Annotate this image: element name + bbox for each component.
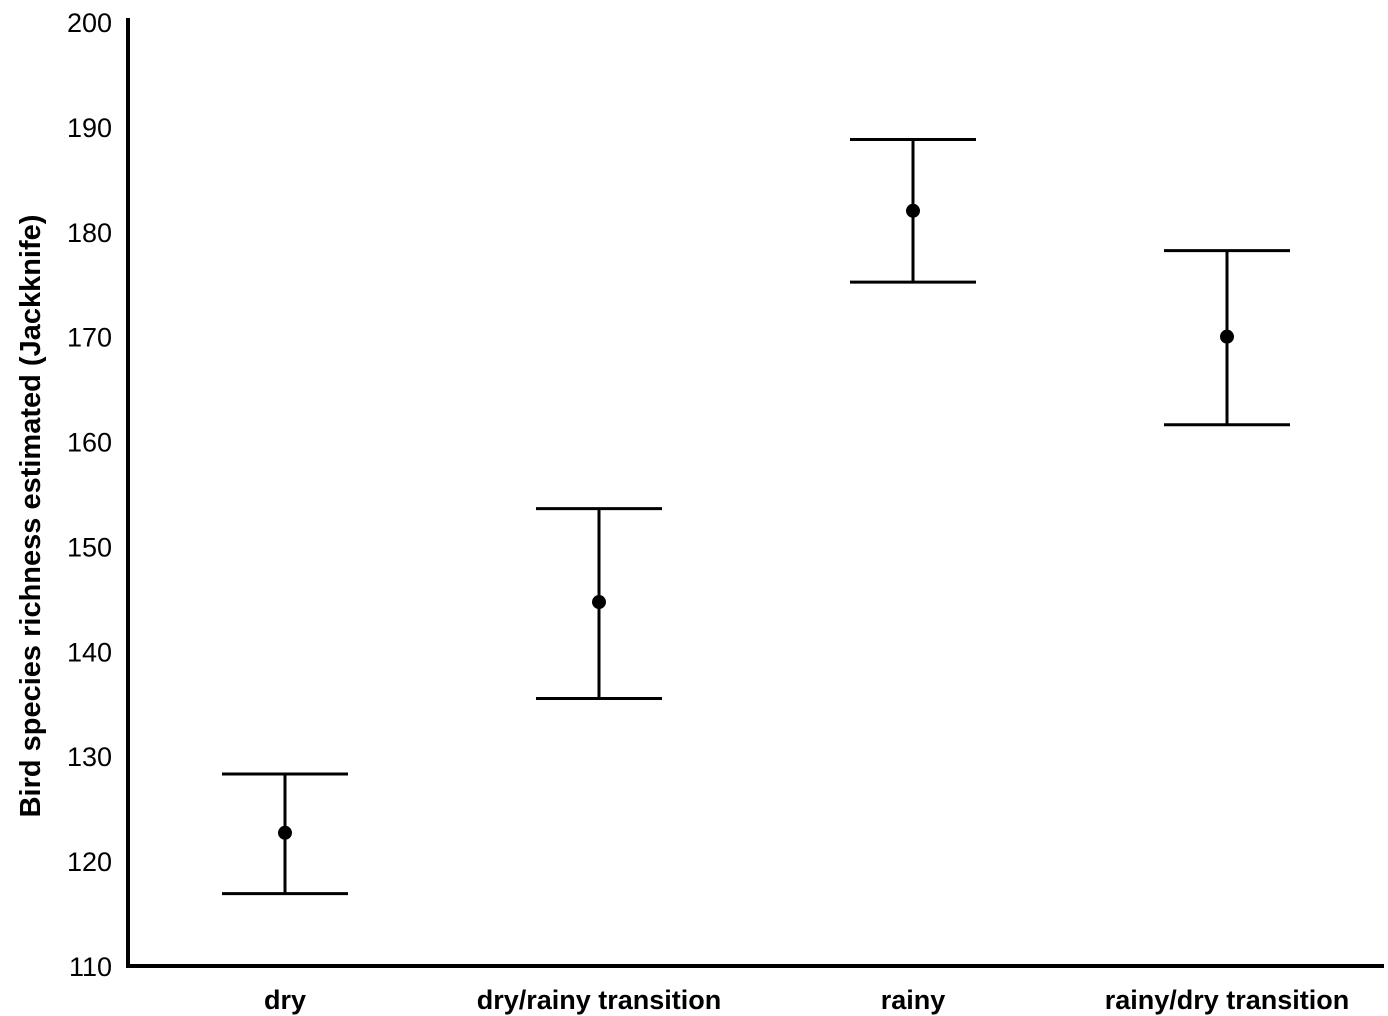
data-point — [906, 203, 920, 218]
x-axis-labels: dry dry/rainy transition rainy rainy/dry tr… — [264, 985, 1349, 1015]
data-point — [278, 825, 292, 840]
y-tick-label: 120 — [67, 847, 112, 877]
y-tick-label: 180 — [67, 218, 112, 248]
data-point — [592, 595, 606, 610]
y-axis-ticks: 110 120 130 140 150 160 170 180 190 200 — [67, 8, 112, 982]
y-tick-label: 160 — [67, 428, 112, 458]
y-tick-label: 110 — [69, 952, 112, 982]
data-point — [1220, 329, 1234, 344]
x-category-label: rainy/dry transition — [1105, 985, 1350, 1015]
x-category-label: dry — [264, 985, 306, 1015]
y-tick-label: 130 — [67, 742, 112, 772]
x-category-label: dry/rainy transition — [477, 985, 722, 1015]
x-category-label: rainy — [881, 985, 946, 1015]
y-tick-label: 190 — [67, 113, 112, 143]
y-tick-label: 140 — [67, 637, 112, 667]
y-tick-label: 150 — [67, 532, 112, 562]
y-tick-label: 170 — [67, 323, 112, 353]
y-axis-title: Bird species richness estimated (Jackkni… — [15, 215, 47, 818]
data-marks — [222, 137, 1290, 896]
y-tick-label: 200 — [67, 8, 112, 38]
